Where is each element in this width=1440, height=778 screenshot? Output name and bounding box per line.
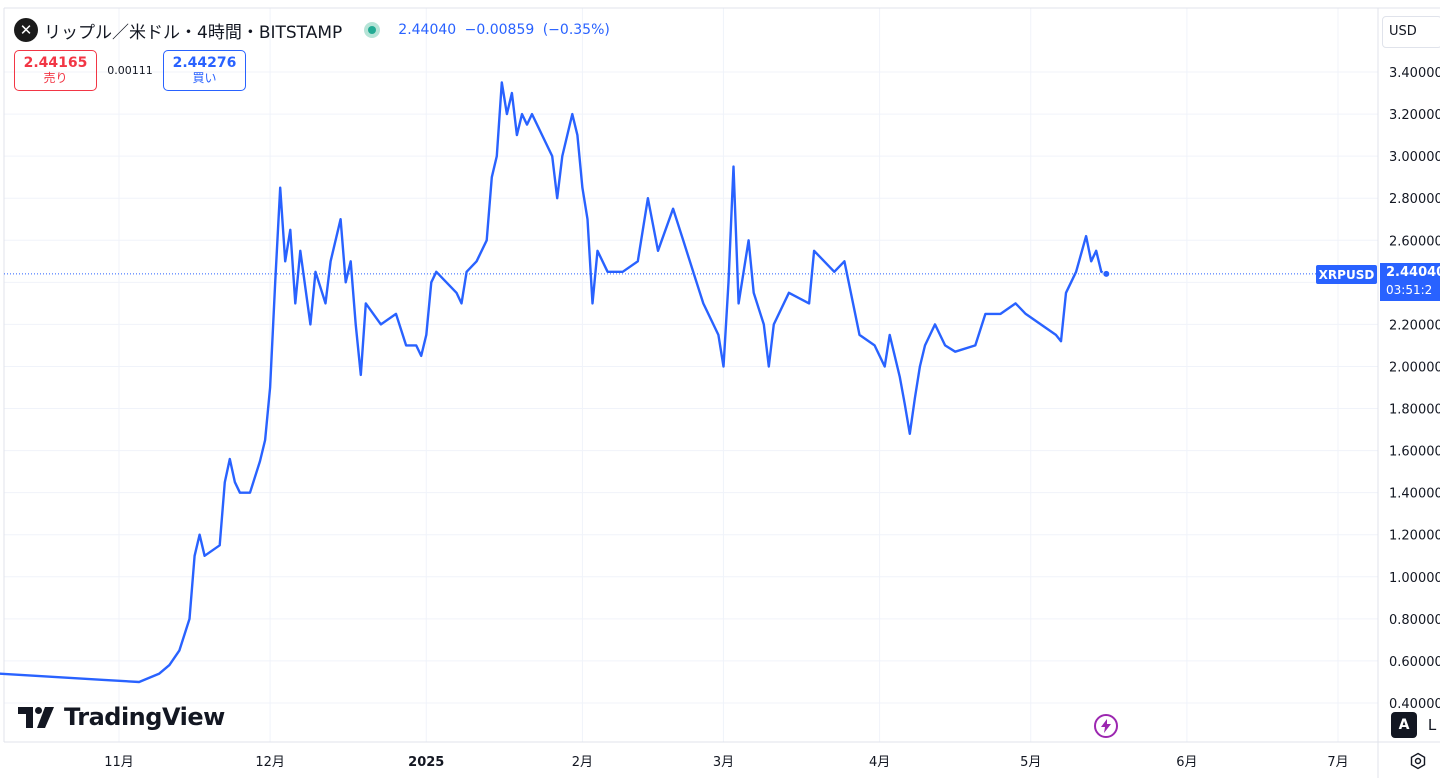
time-tick-label: 2月 bbox=[572, 755, 593, 770]
trade-buttons: 2.44165 売り 0.00111 2.44276 買い bbox=[14, 50, 246, 91]
symbol-title[interactable]: リップル／米ドル・4時間・BITSTAMP bbox=[44, 22, 343, 43]
price-change: −0.00859 bbox=[464, 22, 535, 38]
price-tick-label: 0.60000 bbox=[1389, 655, 1440, 670]
price-tick-label: 1.20000 bbox=[1389, 529, 1440, 544]
xrpusd-price-line bbox=[0, 81, 1107, 684]
symbol-price-label: XRPUSD bbox=[1316, 265, 1377, 284]
price-tick-label: 3.40000 bbox=[1389, 66, 1440, 81]
price-tick-label: 1.00000 bbox=[1389, 571, 1440, 586]
buy-button[interactable]: 2.44276 買い bbox=[163, 50, 246, 91]
log-scale-button[interactable]: L bbox=[1427, 716, 1437, 734]
last-price-marker bbox=[1102, 269, 1111, 278]
sell-price: 2.44165 bbox=[23, 55, 88, 71]
current-price-value: 2.44040 bbox=[1386, 265, 1440, 280]
gear-icon[interactable] bbox=[1406, 749, 1430, 773]
chart-header: ✕ リップル／米ドル・4時間・BITSTAMP 2.44040 −0.00859… bbox=[14, 16, 614, 44]
time-tick-label: 5月 bbox=[1020, 755, 1041, 770]
price-tick-label: 3.20000 bbox=[1389, 108, 1440, 123]
sell-label: 売り bbox=[43, 71, 68, 85]
price-tick-label: 0.80000 bbox=[1389, 613, 1440, 628]
buy-label: 買い bbox=[192, 71, 217, 85]
price-tick-label: 0.40000 bbox=[1389, 697, 1440, 712]
time-tick-label: 6月 bbox=[1176, 755, 1197, 770]
currency-selector[interactable]: USD bbox=[1382, 16, 1440, 48]
price-tick-label: 2.00000 bbox=[1389, 360, 1440, 375]
current-price-tag: 2.44040 03:51:2 bbox=[1380, 263, 1440, 301]
last-price: 2.44040 bbox=[398, 22, 457, 38]
market-status-icon[interactable] bbox=[364, 22, 381, 38]
price-tick-label: 1.80000 bbox=[1389, 403, 1440, 418]
price-summary: 2.44040 −0.00859 (−0.35%) bbox=[398, 22, 614, 38]
price-tick-label: 2.80000 bbox=[1389, 192, 1440, 207]
time-tick-label: 4月 bbox=[869, 755, 890, 770]
tradingview-logo[interactable]: TradingView bbox=[18, 703, 225, 731]
time-tick-label: 11月 bbox=[104, 755, 134, 770]
series-layer bbox=[0, 81, 1111, 684]
price-tick-label: 1.60000 bbox=[1389, 445, 1440, 460]
bar-countdown: 03:51:2 bbox=[1386, 283, 1433, 297]
time-tick-label: 7月 bbox=[1327, 755, 1348, 770]
price-axis[interactable]: 3.400003.200003.000002.800002.600002.400… bbox=[1389, 66, 1440, 712]
price-tick-label: 2.60000 bbox=[1389, 234, 1440, 249]
gear-glyph bbox=[1410, 752, 1426, 770]
lightning-glyph bbox=[1101, 719, 1111, 733]
time-tick-label: 2025 bbox=[408, 755, 444, 770]
price-change-pct: (−0.35%) bbox=[542, 22, 610, 38]
price-tick-label: 3.00000 bbox=[1389, 150, 1440, 165]
sell-button[interactable]: 2.44165 売り bbox=[14, 50, 97, 91]
tradingview-wordmark: TradingView bbox=[64, 703, 225, 731]
time-axis[interactable]: 11月 12月 2025 2月 3月 4月 5月 6月 7月 bbox=[104, 755, 1348, 770]
buy-price: 2.44276 bbox=[172, 55, 237, 71]
time-tick-label: 3月 bbox=[713, 755, 734, 770]
price-tick-label: 1.40000 bbox=[1389, 487, 1440, 502]
time-tick-label: 12月 bbox=[255, 755, 285, 770]
price-tick-label: 2.20000 bbox=[1389, 318, 1440, 333]
tradingview-logo-icon bbox=[18, 707, 54, 728]
xrp-logo-icon: ✕ bbox=[14, 18, 38, 42]
spread-value: 0.00111 bbox=[107, 64, 153, 77]
auto-scale-button[interactable]: A bbox=[1391, 712, 1417, 738]
lightning-icon[interactable] bbox=[1094, 714, 1118, 738]
chart-grid bbox=[4, 8, 1378, 742]
